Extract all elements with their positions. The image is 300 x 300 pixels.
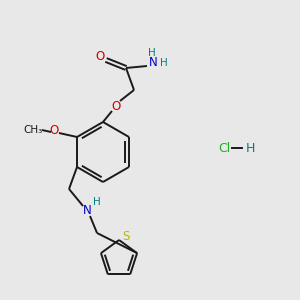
Text: O: O [111,100,121,112]
Text: CH₃: CH₃ [23,125,43,135]
Text: H: H [148,48,156,58]
Text: O: O [95,50,105,64]
Text: H: H [160,58,168,68]
Text: H: H [246,142,255,154]
Text: N: N [82,205,91,218]
Text: Cl: Cl [218,142,230,154]
Text: N: N [148,56,158,70]
Text: O: O [50,124,58,137]
Text: S: S [122,230,130,244]
Text: H: H [93,197,101,207]
